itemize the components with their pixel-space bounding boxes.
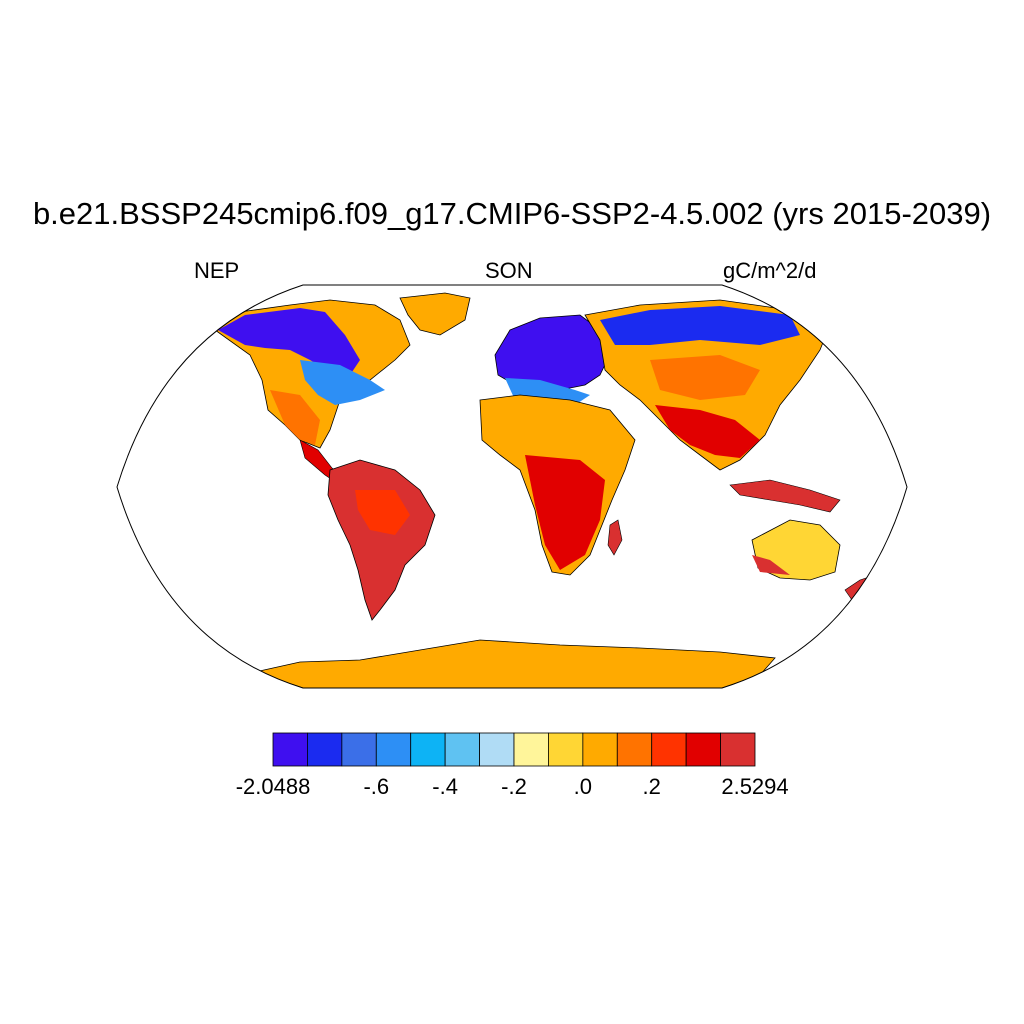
colorbar-swatch [307,732,343,767]
indonesia-land [729,479,841,513]
south-america-center [355,490,410,535]
map-boundary [116,284,908,689]
south-america-land [327,459,436,621]
colorbar-swatch [444,732,480,767]
colorbar-tick-label: -2.0488 [236,774,311,799]
asia-south [655,405,760,458]
north-america-south [270,390,320,445]
colorbar-tick-label: -.6 [363,774,389,799]
australia-edge [752,555,790,575]
north-america-cold-zone [218,308,360,375]
colorbar-swatch [720,732,756,767]
colorbar-swatch [685,732,721,767]
season-label: SON [485,258,533,283]
colorbar-swatch [375,732,412,767]
colorbar-swatch [479,732,515,767]
asia-cold-zone [600,306,800,345]
plot-title: b.e21.BSSP245cmip6.f09_g17.CMIP6-SSP2-4.… [32,196,992,231]
colorbar-swatch [582,732,618,767]
colorbar-swatch [548,732,584,767]
units-label: gC/m^2/d [723,258,817,283]
colorbar-tick-label: .0 [574,774,592,799]
variable-label: NEP [194,258,240,283]
colorbar-tick-label: -.4 [432,774,458,799]
colorbar-swatch [272,732,308,767]
colorbar-swatch [651,732,687,767]
north-america-blue-east [300,360,385,405]
madagascar-land [607,519,623,556]
colorbar-swatch [513,732,549,767]
colorbar-swatch [410,732,446,767]
colorbar-swatch [341,732,377,767]
greenland-land [399,292,471,336]
africa-central [525,455,605,570]
colorbar-swatch [616,732,653,767]
colorbar-tick-label: -.2 [501,774,527,799]
colorbar-tick-label: 2.5294 [721,774,788,799]
antarctica-land [253,639,776,688]
colorbar-tick-label: .2 [643,774,661,799]
asia-central [650,355,760,400]
